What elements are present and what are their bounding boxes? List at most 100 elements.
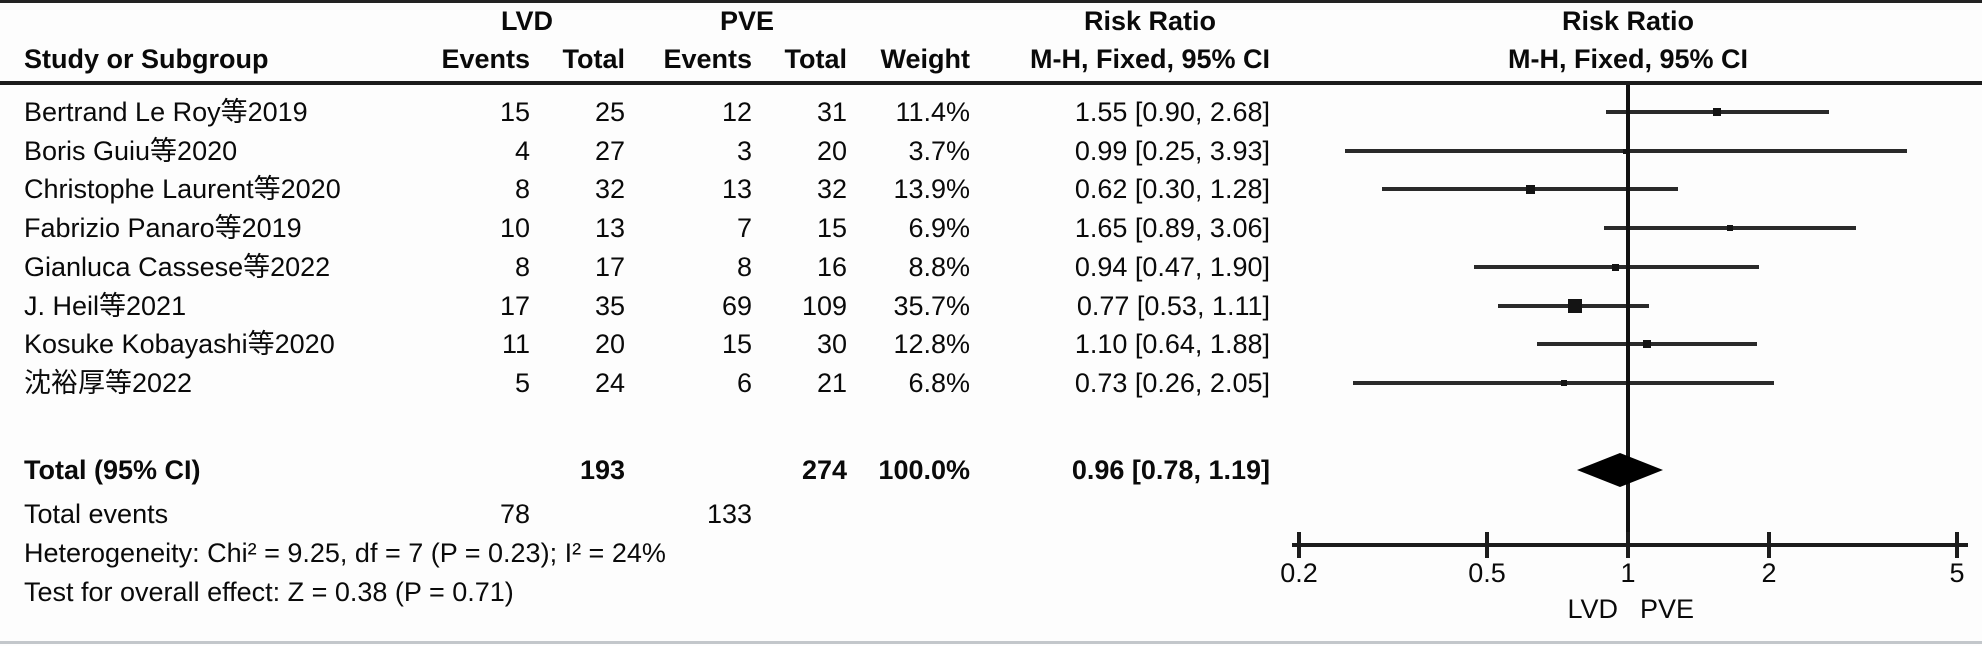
- favours-right-label: PVE: [1640, 594, 1695, 624]
- column-header-study: Study or Subgroup: [24, 44, 269, 74]
- total-pve-total: 274: [801, 455, 847, 485]
- lvd-total-cell: 27: [594, 136, 625, 166]
- total-weight: 100.0%: [878, 455, 970, 485]
- study-name: 沈裕厚等2022: [24, 368, 193, 398]
- axis-tick: [1297, 532, 1301, 558]
- point-estimate-square: [1568, 299, 1582, 313]
- study-name: Gianluca Cassese等2022: [24, 252, 331, 282]
- column-header-lvd-total: Total: [562, 44, 626, 74]
- study-name: Christophe Laurent等2020: [24, 174, 341, 204]
- point-estimate-square: [1561, 380, 1567, 386]
- summary-diamond: [1577, 453, 1663, 487]
- pve-events-cell: 69: [721, 291, 752, 321]
- group-header-pve: PVE: [719, 6, 775, 36]
- axis-tick-label: 1: [1620, 558, 1636, 588]
- lvd-total-cell: 13: [594, 213, 625, 243]
- axis-tick-label: 0.5: [1468, 558, 1506, 588]
- point-estimate-square: [1612, 264, 1619, 271]
- column-header-pve-events: Events: [663, 44, 752, 74]
- column-header-pve-total: Total: [784, 44, 848, 74]
- total-rr: 0.96 [0.78, 1.19]: [1071, 455, 1270, 485]
- column-header-weight: Weight: [880, 44, 971, 74]
- pve-events-cell: 8: [736, 252, 752, 282]
- pve-total-cell: 109: [801, 291, 847, 321]
- plot-header-risk-ratio: Risk Ratio: [1561, 6, 1695, 36]
- pve-events-cell: 13: [721, 174, 752, 204]
- pve-events-cell: 12: [721, 97, 752, 127]
- favours-left-label: LVD: [1567, 594, 1618, 624]
- pve-events-cell: 7: [736, 213, 752, 243]
- point-estimate-square: [1643, 340, 1651, 348]
- rr-label-cell: 0.73 [0.26, 2.05]: [1074, 368, 1270, 398]
- pve-events-cell: 3: [736, 136, 752, 166]
- pve-total-cell: 16: [816, 252, 847, 282]
- heterogeneity-text: Heterogeneity: Chi² = 9.25, df = 7 (P = …: [24, 538, 666, 568]
- header-separator-line: [0, 81, 1982, 85]
- lvd-events-cell: 8: [514, 174, 530, 204]
- total-label: Total (95% CI): [24, 455, 201, 485]
- rr-label-cell: 0.62 [0.30, 1.28]: [1074, 174, 1270, 204]
- pve-total-cell: 31: [816, 97, 847, 127]
- no-effect-line: [1626, 85, 1630, 558]
- study-name: Boris Guiu等2020: [24, 136, 238, 166]
- top-border: [0, 0, 1982, 3]
- column-header-mh-fixed-ci: M-H, Fixed, 95% CI: [1029, 44, 1271, 74]
- weight-label-cell: 3.7%: [908, 136, 970, 166]
- x-axis-line: [1292, 543, 1968, 547]
- axis-tick-label: 5: [1949, 558, 1965, 588]
- pve-total-cell: 30: [816, 329, 847, 359]
- overall-effect-text: Test for overall effect: Z = 0.38 (P = 0…: [24, 577, 514, 607]
- rr-label-cell: 1.10 [0.64, 1.88]: [1074, 329, 1270, 359]
- rr-label-cell: 1.55 [0.90, 2.68]: [1074, 97, 1270, 127]
- axis-tick: [1485, 532, 1489, 558]
- lvd-events-cell: 10: [499, 213, 530, 243]
- rr-label-cell: 0.99 [0.25, 3.93]: [1074, 136, 1270, 166]
- rr-label-cell: 0.94 [0.47, 1.90]: [1074, 252, 1270, 282]
- point-estimate-square: [1713, 108, 1721, 116]
- weight-label-cell: 6.9%: [908, 213, 970, 243]
- lvd-total-cell: 35: [594, 291, 625, 321]
- point-estimate-square: [1623, 149, 1628, 154]
- weight-label-cell: 8.8%: [908, 252, 970, 282]
- total-lvd-total: 193: [579, 455, 625, 485]
- axis-tick-label: 0.2: [1280, 558, 1318, 588]
- weight-label-cell: 35.7%: [893, 291, 970, 321]
- lvd-total-cell: 32: [594, 174, 625, 204]
- lvd-total-cell: 20: [594, 329, 625, 359]
- column-header-risk-ratio: Risk Ratio: [1083, 6, 1217, 36]
- axis-tick-label: 2: [1761, 558, 1777, 588]
- axis-tick: [1626, 532, 1630, 558]
- weight-label-cell: 12.8%: [893, 329, 970, 359]
- lvd-events-cell: 4: [514, 136, 530, 166]
- group-header-lvd: LVD: [501, 6, 553, 36]
- rr-label-cell: 0.77 [0.53, 1.11]: [1076, 291, 1270, 321]
- lvd-events-cell: 17: [499, 291, 530, 321]
- axis-tick: [1955, 532, 1959, 558]
- total-events-pve: 133: [706, 499, 752, 529]
- lvd-events-cell: 15: [499, 97, 530, 127]
- study-name: Bertrand Le Roy等2019: [24, 97, 308, 127]
- study-name: Kosuke Kobayashi等2020: [24, 329, 335, 359]
- weight-label-cell: 11.4%: [895, 97, 970, 127]
- study-name: J. Heil等2021: [24, 291, 187, 321]
- weight-label-cell: 6.8%: [908, 368, 970, 398]
- lvd-total-cell: 17: [594, 252, 625, 282]
- pve-total-cell: 20: [816, 136, 847, 166]
- rr-label-cell: 1.65 [0.89, 3.06]: [1074, 213, 1270, 243]
- lvd-events-cell: 5: [514, 368, 530, 398]
- pve-total-cell: 21: [816, 368, 847, 398]
- pve-events-cell: 6: [736, 368, 752, 398]
- total-events-lvd: 78: [499, 499, 530, 529]
- point-estimate-square: [1526, 185, 1535, 194]
- bottom-border: [0, 641, 1982, 644]
- plot-header-mh-fixed-ci: M-H, Fixed, 95% CI: [1507, 44, 1749, 74]
- column-header-lvd-events: Events: [441, 44, 530, 74]
- point-estimate-square: [1727, 225, 1733, 231]
- lvd-total-cell: 25: [594, 97, 625, 127]
- pve-total-cell: 15: [816, 213, 847, 243]
- total-events-label: Total events: [24, 499, 169, 529]
- lvd-total-cell: 24: [594, 368, 625, 398]
- lvd-events-cell: 11: [501, 329, 530, 359]
- weight-label-cell: 13.9%: [893, 174, 970, 204]
